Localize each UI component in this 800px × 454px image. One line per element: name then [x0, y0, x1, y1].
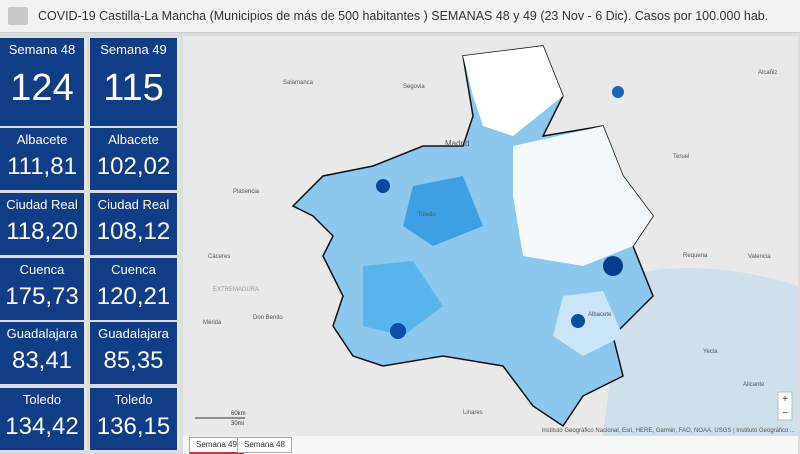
card-value: 175,73 — [5, 283, 79, 310]
patch — [390, 323, 406, 339]
place-label: Requena — [683, 253, 708, 259]
place-label: Yecla — [703, 349, 718, 355]
card-label: Cuenca — [19, 262, 65, 277]
attribution: Instituto Geográfico Nacional, Esri, HER… — [542, 428, 796, 434]
place-label: Teruel — [673, 154, 689, 160]
place-label: Segovia — [403, 84, 425, 90]
card-value: 102,02 — [96, 153, 171, 180]
place-label: Alcañiz — [758, 70, 777, 76]
card: Albacete 111,81 — [0, 128, 87, 190]
place-label: Madrid — [445, 139, 469, 148]
place-label: Linares — [463, 410, 483, 416]
zoom-out[interactable]: − — [782, 408, 788, 419]
map-svg: 60km 30mi Instituto Geográfico Nacional,… — [195, 45, 798, 436]
card-value: 108,12 — [96, 218, 171, 245]
card-label: Cuenca — [111, 262, 156, 277]
patch — [571, 314, 585, 328]
region-light — [513, 126, 653, 266]
card-label: Ciudad Real — [6, 197, 78, 212]
card: Guadalajara 83,41 — [0, 322, 87, 384]
patch — [603, 256, 623, 276]
zoom-in[interactable]: + — [782, 394, 788, 405]
card-label: Guadalajara — [98, 326, 169, 341]
logo — [8, 7, 28, 25]
card-label: Guadalajara — [6, 326, 78, 341]
patch — [363, 261, 443, 336]
card-label: Ciudad Real — [97, 197, 170, 212]
place-label: Cáceres — [208, 254, 230, 260]
card-value: 136,15 — [96, 413, 171, 440]
card-label: Albacete — [108, 132, 159, 147]
header: COVID-19 Castilla-La Mancha (Municipios … — [0, 0, 800, 33]
map[interactable]: 60km 30mi Instituto Geográfico Nacional,… — [183, 36, 798, 436]
tab[interactable]: Semana 48 — [237, 437, 292, 453]
scale-label: 30mi — [231, 421, 244, 427]
place-label: Plasencia — [233, 189, 260, 195]
card: Ciudad Real 118,20 — [0, 193, 87, 255]
zoom-control[interactable] — [777, 391, 793, 421]
card-label: Albacete — [16, 132, 68, 147]
place-label: Salamanca — [283, 80, 314, 86]
card: Ciudad Real 108,12 — [90, 193, 180, 255]
card: Cuenca 120,21 — [90, 258, 180, 320]
tab[interactable]: Semana 49 — [189, 437, 244, 454]
card: Semana 48 124 — [0, 38, 87, 126]
place-label: Valencia — [748, 254, 771, 260]
card-value: 118,20 — [6, 218, 78, 245]
card: Toledo 136,15 — [90, 388, 180, 450]
region-light — [463, 46, 563, 136]
patch — [376, 179, 390, 193]
card: Albacete 102,02 — [90, 128, 180, 190]
place-label: Alicante — [743, 382, 765, 388]
card-value: 120,21 — [96, 283, 171, 310]
scale-label: 60km — [231, 411, 246, 417]
tabs: Semana 49 Semana 48 — [183, 436, 798, 454]
card: Toledo 134,42 — [0, 388, 87, 450]
card-value: 134,42 — [5, 413, 79, 440]
card-label: Toledo — [114, 392, 153, 407]
card-label: Toledo — [22, 392, 62, 407]
place-label: EXTREMADURA — [213, 287, 259, 293]
sea — [603, 268, 798, 436]
card-label: Semana 49 — [100, 42, 167, 57]
place-label: Toledo — [418, 212, 436, 218]
place-label: Albacete — [588, 312, 612, 318]
card-value: 111,81 — [7, 153, 77, 180]
card-value: 124 — [10, 67, 74, 109]
card: Cuenca 175,73 — [0, 258, 87, 320]
card: Guadalajara 85,35 — [90, 322, 180, 384]
card-label: Semana 48 — [8, 42, 76, 57]
card-value: 115 — [103, 67, 164, 109]
patch — [553, 291, 623, 356]
patch — [403, 176, 483, 246]
title: COVID-19 Castilla-La Mancha (Municipios … — [38, 9, 769, 23]
places: Salamanca Segovia Madrid Plasencia Cáceres EX… — [203, 70, 777, 416]
patch — [612, 86, 624, 98]
place-label: Mérida — [203, 320, 222, 326]
card: Semana 49 115 — [90, 38, 180, 126]
card-value: 85,35 — [103, 347, 164, 374]
card-value: 83,41 — [11, 347, 73, 374]
place-label: Don Benito — [253, 315, 283, 321]
